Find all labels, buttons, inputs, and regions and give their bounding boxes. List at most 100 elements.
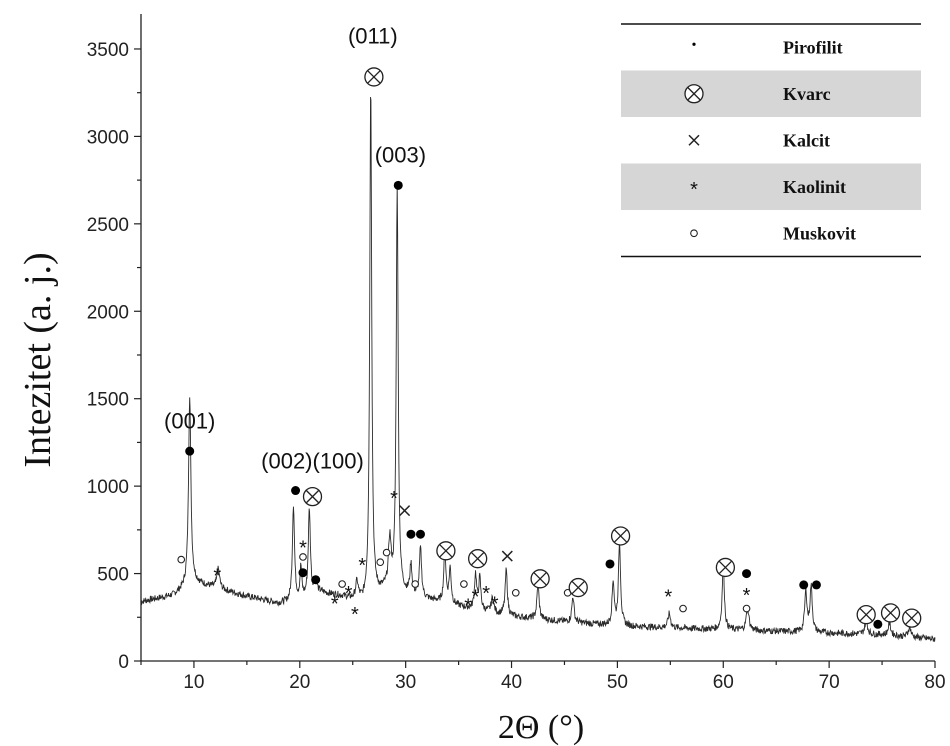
kaolinit-marker: * — [464, 595, 472, 617]
asterisk-glyph: * — [351, 604, 359, 626]
legend-label: Kvarc — [783, 84, 831, 104]
pirofilit-marker — [298, 568, 308, 578]
pirofilit-marker — [291, 486, 301, 496]
kvarc-marker — [715, 557, 736, 578]
y-tick-label: 500 — [97, 565, 129, 586]
open-dot — [411, 580, 420, 588]
open-dot — [690, 229, 698, 238]
legend-row-pirofilit: Pirofilit — [692, 37, 843, 57]
muskovit-marker — [460, 580, 468, 588]
open-dot — [338, 580, 346, 588]
kvarc-marker — [530, 569, 550, 589]
filled-dot — [873, 619, 883, 629]
cross-stroke — [905, 611, 919, 625]
x-stroke — [688, 134, 700, 146]
open-dot — [460, 580, 468, 588]
legend-row-muskovit: Muskovit — [690, 223, 856, 243]
y-axis-title: Intezitet (a. j.) — [17, 252, 59, 467]
y-tick-label: 0 — [118, 652, 129, 673]
filled-dot — [311, 575, 321, 585]
kaolinit-marker: * — [491, 594, 499, 616]
pirofilit-marker — [185, 446, 195, 456]
kaolinit-marker: * — [482, 583, 490, 605]
x-stroke — [399, 505, 411, 517]
filled-dot — [742, 569, 752, 579]
kaolinit-marker: * — [472, 587, 480, 609]
filled-dot — [298, 568, 308, 578]
legend-row-kaolinit: * Kaolinit — [621, 163, 921, 210]
kaolinit-marker: * — [299, 538, 307, 560]
x-tick-label: 60 — [713, 672, 734, 693]
kalcit-marker — [501, 550, 513, 562]
filled-dot — [406, 529, 416, 539]
asterisk-glyph: * — [472, 587, 480, 609]
muskovit-marker — [338, 580, 346, 588]
cross-stroke — [571, 581, 585, 595]
asterisk-glyph: * — [390, 488, 398, 510]
cross-stroke — [306, 490, 319, 504]
y-tick-label: 1500 — [87, 390, 129, 411]
pirofilit-marker — [393, 180, 403, 190]
legend-label: Muskovit — [783, 223, 856, 243]
legend-label: Kaolinit — [783, 177, 846, 197]
muskovit-marker — [376, 558, 385, 567]
cross-stroke — [718, 560, 732, 574]
cross-stroke — [884, 606, 897, 620]
kaolinit-marker: * — [358, 555, 366, 577]
kaolinit-marker: * — [743, 585, 751, 607]
kvarc-marker — [468, 549, 488, 569]
kvarc-marker — [610, 526, 631, 546]
kalcit-marker — [688, 134, 700, 146]
asterisk-glyph: * — [299, 538, 307, 560]
kaolinit-marker: * — [345, 583, 353, 605]
x-tick-label: 10 — [183, 672, 204, 693]
pirofilit-marker — [799, 580, 809, 590]
open-dot — [376, 558, 385, 567]
open-dot — [299, 553, 307, 561]
muskovit-marker — [742, 604, 751, 613]
cross-stroke — [439, 544, 453, 558]
kvarc-marker — [436, 541, 456, 561]
asterisk-glyph: * — [464, 595, 472, 617]
kaolinit-marker: * — [351, 604, 359, 626]
y-tick-label: 2000 — [87, 302, 129, 323]
cross-stroke — [687, 87, 701, 101]
pirofilit-marker — [415, 529, 425, 539]
kaolinit-marker: * — [390, 488, 398, 510]
filled-dot — [799, 580, 809, 590]
y-tick-label: 3000 — [87, 127, 129, 148]
kaolinit-marker: * — [690, 179, 698, 201]
y-tick-label: 1000 — [87, 477, 129, 498]
legend-row-kalcit: Kalcit — [688, 130, 830, 150]
kaolinit-marker: * — [664, 587, 672, 609]
pirofilit-marker — [406, 529, 416, 539]
y-tick-label: 3500 — [87, 40, 129, 61]
asterisk-glyph: * — [690, 179, 698, 201]
muskovit-marker — [411, 580, 420, 588]
kaolinit-marker: * — [213, 566, 221, 588]
legend-row-shade — [621, 163, 921, 210]
x-axis-title: 2Θ (°) — [498, 709, 584, 746]
axes: 10 20 30 40 50 60 70 80 0 500 1000 1500 2000 2500 3000… — [87, 14, 946, 693]
peak-label: (003) — [375, 143, 426, 168]
kvarc-marker — [902, 608, 922, 628]
filled-dot — [692, 42, 696, 46]
kvarc-marker — [856, 605, 876, 625]
plot-area: *** ***** * * * * *(001)(002)(100)(011)(003) — [140, 24, 936, 642]
kvarc-marker — [364, 67, 384, 87]
asterisk-glyph: * — [664, 587, 672, 609]
filled-dot — [185, 446, 195, 456]
asterisk-glyph: * — [743, 585, 751, 607]
filled-dot — [415, 529, 425, 539]
legend-row-shade — [621, 70, 921, 117]
cross-stroke — [859, 608, 873, 622]
asterisk-glyph: * — [345, 583, 353, 605]
filled-dot — [811, 580, 821, 590]
kalcit-marker — [399, 505, 411, 517]
x-tick-label: 70 — [819, 672, 840, 693]
peak-label: (011) — [348, 24, 398, 49]
muskovit-marker — [299, 553, 307, 561]
legend: Pirofilit Kvarc Kalcit * Kaolinit Muskovit — [621, 23, 921, 258]
legend-row-kvarc: Kvarc — [621, 70, 921, 117]
